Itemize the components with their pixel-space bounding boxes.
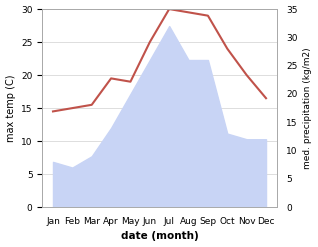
Y-axis label: med. precipitation (kg/m2): med. precipitation (kg/m2)	[303, 47, 313, 169]
Y-axis label: max temp (C): max temp (C)	[5, 74, 16, 142]
X-axis label: date (month): date (month)	[121, 231, 198, 242]
